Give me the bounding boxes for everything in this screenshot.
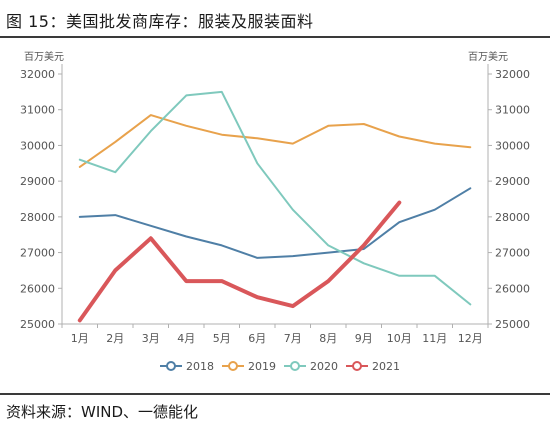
y-tick-label-right: 25000 [495,318,530,331]
legend-label-2019: 2019 [248,360,276,373]
y-axis-right-unit: 百万美元 [468,50,508,63]
source-note: 资料来源：WIND、一德能化 [6,403,199,421]
x-tick-label: 6月 [248,332,266,345]
y-tick-label-right: 29000 [495,175,530,188]
x-tick-label: 8月 [319,332,337,345]
legend-marker-2019 [228,361,238,371]
y-tick-label-left: 29000 [20,175,55,188]
x-tick-label: 12月 [458,332,483,345]
series-line-2019 [78,114,472,168]
y-tick-label-left: 31000 [20,104,55,117]
y-tick-label-right: 31000 [495,104,530,117]
series-line-2021 [77,200,402,323]
y-tick-label-left: 25000 [20,318,55,331]
y-tick-label-left: 26000 [20,282,55,295]
y-tick-label-left: 28000 [20,211,55,224]
series-line-2020 [78,90,472,306]
legend-label-2021: 2021 [372,360,400,373]
x-tick-label: 1月 [71,332,89,345]
chart-container: 百万美元 百万美元 25000 25000 26000 26000 27000 27000 28… [0,40,550,390]
x-tick-label: 9月 [355,332,373,345]
y-axis-left-unit: 百万美元 [24,50,64,63]
chart-title: 图 15：美国批发商库存：服装及服装面料 [6,12,314,31]
legend-label-2020: 2020 [310,360,338,373]
x-tick-label: 2月 [106,332,124,345]
y-tick-label-right: 32000 [495,68,530,81]
line-chart: 百万美元 百万美元 25000 25000 26000 26000 27000 27000 28… [20,50,530,373]
source-bar: 资料来源：WIND、一德能化 [0,393,550,427]
x-tick-label: 11月 [422,332,447,345]
x-tick-label: 7月 [284,332,302,345]
x-tick-label: 5月 [213,332,231,345]
legend-marker-2018 [166,361,176,371]
legend-label-2018: 2018 [186,360,214,373]
y-tick-label-right: 28000 [495,211,530,224]
y-tick-label-left: 30000 [20,139,55,152]
y-tick-label-left: 32000 [20,68,55,81]
x-tick-label: 10月 [387,332,412,345]
legend-marker-2021 [352,361,362,371]
legend-marker-2020 [290,361,300,371]
series-line-2018 [78,187,472,259]
x-tick-label: 4月 [177,332,195,345]
title-bar: 图 15：美国批发商库存：服装及服装面料 [0,0,550,38]
y-tick-label-left: 27000 [20,247,55,260]
y-tick-label-right: 26000 [495,282,530,295]
y-tick-label-right: 30000 [495,139,530,152]
y-tick-label-right: 27000 [495,247,530,260]
x-tick-label: 3月 [142,332,160,345]
